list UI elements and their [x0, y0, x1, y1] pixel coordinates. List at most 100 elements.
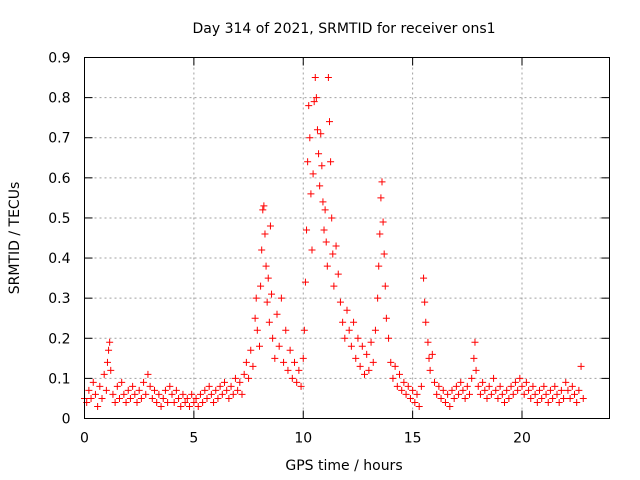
data-point	[525, 386, 533, 394]
data-point	[311, 74, 319, 82]
data-point	[214, 394, 222, 402]
data-point	[520, 390, 528, 398]
data-point	[468, 374, 476, 382]
data-point	[374, 294, 382, 302]
data-point	[444, 390, 452, 398]
y-tick-label: 0.2	[48, 331, 70, 347]
data-point	[159, 394, 167, 402]
data-point	[365, 366, 373, 374]
data-point	[102, 386, 110, 394]
data-point	[94, 402, 102, 410]
data-point	[210, 398, 218, 406]
data-point	[501, 398, 508, 406]
data-point	[406, 394, 414, 402]
data-point	[259, 206, 267, 214]
data-point	[151, 386, 158, 394]
data-point	[339, 318, 347, 326]
data-point	[170, 398, 178, 406]
data-point	[509, 390, 517, 398]
data-point	[321, 206, 329, 214]
data-point	[282, 326, 290, 334]
data-point	[240, 370, 248, 378]
data-point	[426, 366, 434, 374]
data-point	[487, 390, 495, 398]
data-point	[261, 230, 269, 238]
data-point	[400, 378, 408, 386]
data-point	[172, 386, 180, 394]
data-point	[192, 394, 200, 402]
data-point	[425, 354, 433, 362]
data-point	[529, 382, 537, 390]
data-point	[505, 394, 513, 402]
data-point	[347, 342, 355, 350]
data-point	[553, 390, 561, 398]
data-point	[307, 190, 315, 198]
data-point	[448, 386, 456, 394]
data-point	[238, 390, 246, 398]
x-tick-label: 20	[513, 431, 531, 447]
gridlines	[84, 57, 610, 419]
data-point	[439, 386, 447, 394]
data-point	[378, 178, 386, 186]
data-point	[142, 390, 150, 398]
data-point	[476, 390, 484, 398]
data-point	[457, 378, 465, 386]
y-tick-label: 0.6	[48, 171, 70, 187]
data-point	[435, 382, 443, 390]
data-point	[164, 398, 172, 406]
data-point	[441, 398, 449, 406]
data-point	[402, 390, 410, 398]
y-tick-label: 0	[62, 412, 71, 428]
data-point	[100, 370, 108, 378]
data-point	[483, 394, 491, 402]
data-point	[153, 398, 161, 406]
data-point	[560, 394, 568, 402]
data-point	[89, 378, 97, 386]
data-point	[463, 382, 471, 390]
data-point	[148, 394, 156, 402]
data-point	[264, 274, 272, 282]
data-point	[367, 338, 375, 346]
data-point	[126, 394, 134, 402]
data-point	[252, 294, 260, 302]
data-point	[131, 390, 139, 398]
data-point	[133, 398, 141, 406]
data-point	[168, 390, 176, 398]
x-tick-label: 0	[80, 431, 89, 447]
data-point	[273, 310, 281, 318]
data-point	[413, 390, 421, 398]
data-point	[437, 394, 445, 402]
data-point	[277, 294, 285, 302]
data-point	[538, 394, 546, 402]
data-point	[566, 394, 574, 402]
data-point	[236, 378, 244, 386]
chart-title: Day 314 of 2021, SRMTID for receiver ons…	[192, 21, 495, 37]
data-point	[161, 386, 169, 394]
data-point	[179, 390, 187, 398]
data-point	[329, 250, 337, 258]
data-point	[317, 130, 325, 138]
data-point	[549, 394, 557, 402]
data-point	[345, 326, 353, 334]
data-point	[336, 298, 344, 306]
data-point	[105, 346, 113, 354]
y-tick-label: 0.5	[48, 211, 70, 227]
data-point	[301, 278, 309, 286]
data-point	[369, 358, 377, 366]
data-point	[485, 382, 493, 390]
data-point	[352, 354, 360, 362]
data-point	[188, 390, 196, 398]
data-point	[577, 362, 585, 370]
data-point	[177, 402, 185, 410]
data-point	[260, 202, 268, 210]
data-point	[316, 182, 324, 190]
data-point	[350, 318, 358, 326]
data-point	[227, 382, 235, 390]
data-point	[328, 214, 336, 222]
data-point	[536, 386, 543, 394]
data-point	[498, 390, 506, 398]
y-tick-label: 0.7	[48, 131, 70, 147]
data-point	[137, 394, 145, 402]
data-point	[381, 282, 389, 290]
